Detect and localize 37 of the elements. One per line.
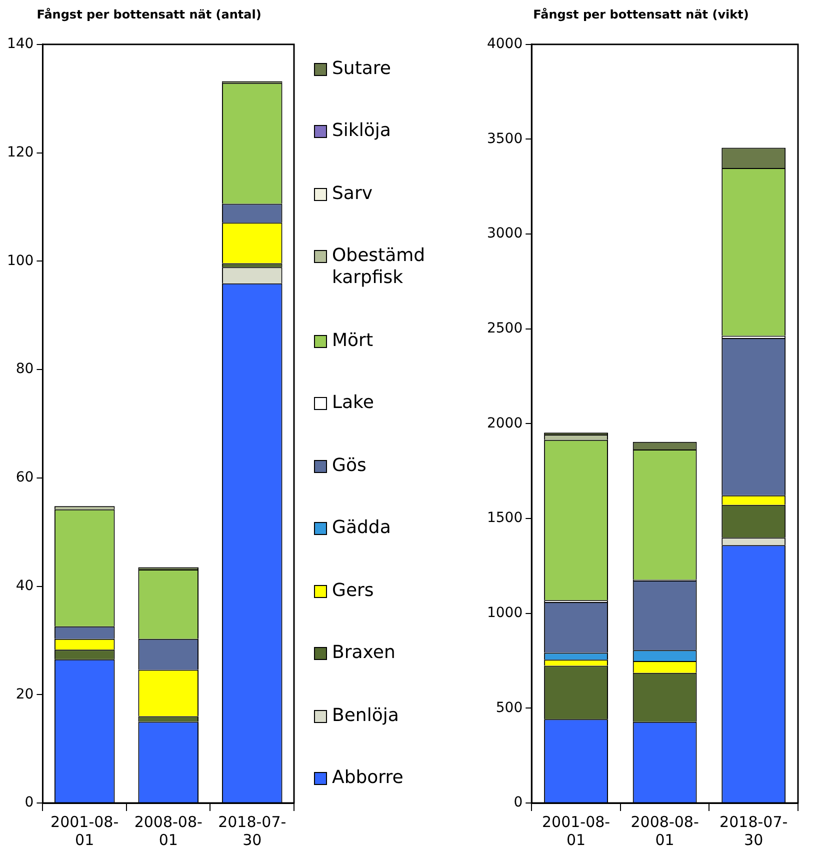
y-tick-label: 80 bbox=[16, 361, 34, 378]
legend-label: Sarv bbox=[332, 182, 373, 205]
y-tick-label: 140 bbox=[6, 36, 34, 52]
y-tick-label: 40 bbox=[16, 578, 34, 594]
x-tick-label: 2018-07-30 bbox=[720, 812, 788, 849]
legend-label: Gös bbox=[332, 454, 366, 477]
y-tick-label: 20 bbox=[16, 686, 34, 702]
y-tick-label: 3500 bbox=[486, 130, 523, 147]
y-tick-label: 120 bbox=[6, 144, 34, 160]
y-tick-label: 2000 bbox=[486, 415, 523, 432]
legend-label: Gers bbox=[332, 580, 374, 602]
x-tick-label: 2008-08-01 bbox=[630, 812, 699, 849]
x-tick-label: 2008-08-01 bbox=[134, 812, 202, 849]
legend-label: Gädda bbox=[332, 517, 391, 540]
y-tick-label: 0 bbox=[514, 794, 523, 811]
y-tick-label: 1000 bbox=[486, 604, 523, 621]
legend-label: Abborre bbox=[332, 766, 404, 789]
y-tick-label: 4000 bbox=[486, 36, 523, 52]
legend-label: Obestämd karpfisk bbox=[332, 245, 426, 290]
legend-label: Braxen bbox=[332, 642, 396, 664]
legend-label: Mört bbox=[332, 330, 374, 352]
legend-label: Benlöja bbox=[332, 704, 399, 727]
x-tick-label: 2018-07-30 bbox=[218, 812, 286, 849]
legend-label: Siklöja bbox=[332, 120, 391, 142]
y-tick-label: 3000 bbox=[486, 226, 523, 242]
chart-title: Fångst per bottensatt nät (antal) bbox=[36, 7, 262, 22]
y-tick-label: 2500 bbox=[486, 320, 523, 337]
y-tick-label: 500 bbox=[496, 700, 523, 716]
y-tick-label: 100 bbox=[6, 252, 34, 269]
legend-label: Sutare bbox=[332, 58, 392, 80]
y-tick-label: 1500 bbox=[486, 510, 523, 526]
x-tick-label: 2001-08-01 bbox=[50, 812, 119, 849]
chart-title: Fångst per bottensatt nät (vikt) bbox=[533, 7, 749, 22]
legend-label: Lake bbox=[332, 392, 374, 414]
y-tick-label: 0 bbox=[24, 794, 34, 811]
x-tick-label: 2001-08-01 bbox=[542, 812, 610, 849]
y-tick-label: 60 bbox=[16, 470, 34, 486]
